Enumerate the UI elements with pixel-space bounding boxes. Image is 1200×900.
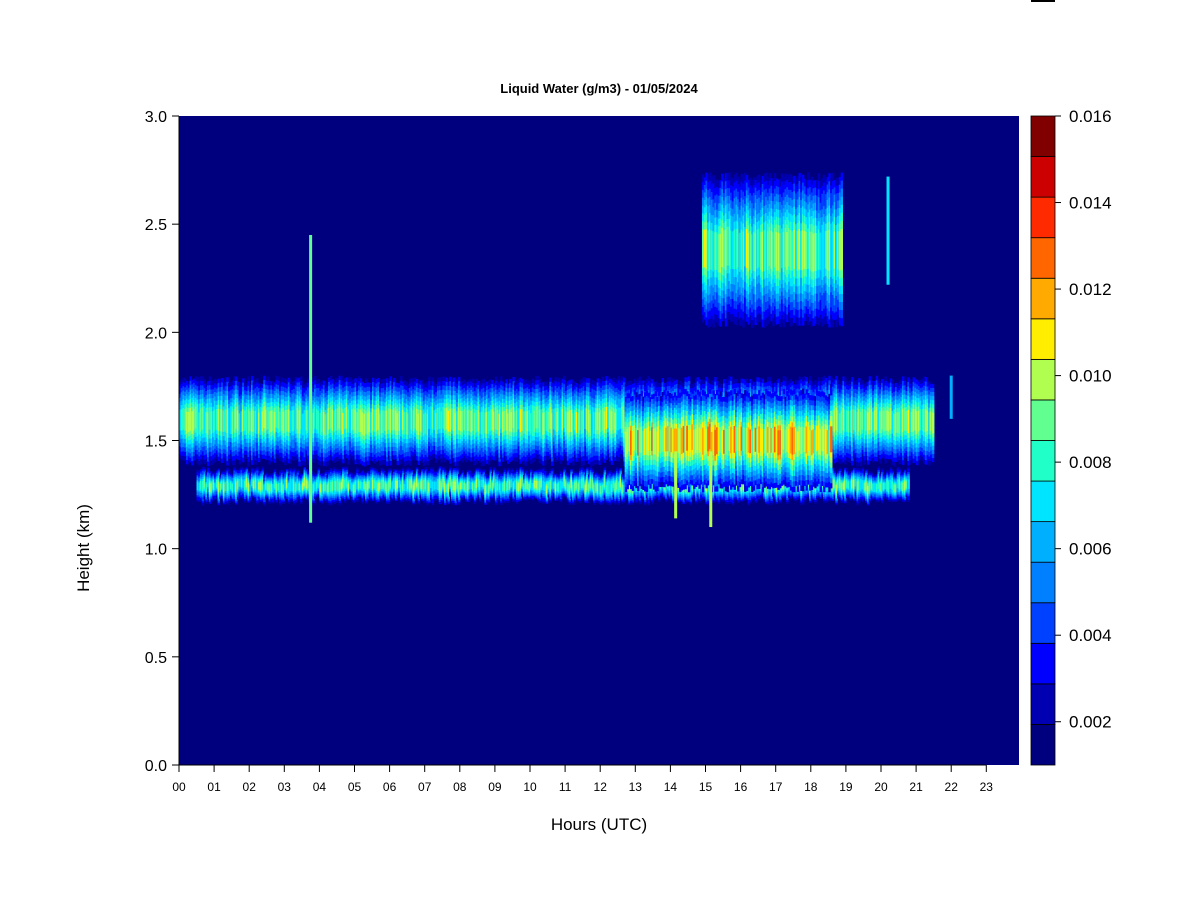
x-tick-label: 16 <box>734 780 748 794</box>
colorbar-tick-label: 0.002 <box>1069 713 1112 732</box>
y-tick-label: 3.0 <box>145 109 167 126</box>
plot-area <box>179 116 1019 765</box>
spike <box>949 375 953 419</box>
x-tick-label: 20 <box>874 780 888 794</box>
colorbar-tick-label: 0.012 <box>1069 280 1112 299</box>
colorbar-tick-label: 0.006 <box>1069 540 1112 559</box>
x-tick-label: 00 <box>172 780 186 794</box>
x-tick-label: 04 <box>313 780 327 794</box>
colorbar-band <box>1030 683 1056 725</box>
colorbar-band <box>1030 196 1056 239</box>
x-tick-label: 02 <box>243 780 257 794</box>
colorbar-band <box>1030 358 1056 401</box>
colorbar-band <box>1030 399 1056 441</box>
spike <box>886 176 890 285</box>
x-tick-label: 14 <box>664 780 678 794</box>
spike <box>709 451 713 528</box>
colorbar-band <box>1030 480 1056 523</box>
y-axis-label: Height (km) <box>74 504 93 592</box>
cloud-layer-4 <box>701 172 843 328</box>
colorbar-band <box>1030 602 1056 644</box>
x-tick-label: 08 <box>453 780 467 794</box>
x-tick-label: 12 <box>594 780 608 794</box>
x-tick-label: 23 <box>980 780 994 794</box>
axes: 0.0 0.5 1.0 1.5 2.0 2.5 3.0 00 01 02 03 04 05 06 07 08 0… <box>145 109 994 794</box>
y-tick-label: 2.5 <box>145 217 167 234</box>
x-tick-label: 15 <box>699 780 713 794</box>
colorbar-band <box>1030 642 1056 685</box>
spike <box>309 234 313 523</box>
colorbar-band <box>1030 318 1056 360</box>
spike <box>674 451 678 519</box>
x-tick-label: 13 <box>629 780 643 794</box>
x-tick-label: 01 <box>207 780 221 794</box>
x-tick-label: 10 <box>523 780 537 794</box>
colorbar-tick-label: 0.008 <box>1069 453 1112 472</box>
x-tick-label: 07 <box>418 780 432 794</box>
x-tick-label: 17 <box>769 780 783 794</box>
cloud-layer-1 <box>179 375 935 467</box>
colorbar-tick-label: 0.014 <box>1069 194 1112 213</box>
colorbar-band <box>1030 115 1056 157</box>
x-tick-label: 19 <box>839 780 853 794</box>
x-tick-label: 06 <box>383 780 397 794</box>
colorbar-band <box>1030 156 1056 198</box>
cloud-layer-3 <box>624 388 833 493</box>
x-tick-label: 05 <box>348 780 362 794</box>
colorbar-band <box>1030 440 1056 482</box>
x-tick-label: 21 <box>909 780 923 794</box>
y-tick-label: 0.5 <box>145 650 167 667</box>
colorbar-tick-label: 0.016 <box>1069 107 1112 126</box>
colorbar: 0.002 0.004 0.006 0.008 0.010 0.012 0.014 0.016 <box>1030 107 1112 766</box>
colorbar-tick-label: 0.004 <box>1069 626 1112 645</box>
corner-mark <box>1031 0 1055 2</box>
x-tick-label: 11 <box>559 780 572 794</box>
y-tick-label: 1.5 <box>145 434 167 451</box>
colorbar-band <box>1030 521 1056 563</box>
x-axis-label: Hours (UTC) <box>551 815 647 834</box>
colorbar-band <box>1030 724 1056 766</box>
colorbar-band <box>1030 561 1056 604</box>
heatmap-field <box>179 172 953 528</box>
colorbar-band <box>1030 277 1056 320</box>
x-tick-label: 22 <box>945 780 959 794</box>
chart-title: Liquid Water (g/m3) - 01/05/2024 <box>500 81 698 96</box>
y-tick-label: 1.0 <box>145 542 167 559</box>
colorbar-band <box>1030 237 1056 279</box>
y-tick-label: 0.0 <box>145 758 167 775</box>
x-tick-label: 03 <box>278 780 292 794</box>
isolated-spikes <box>309 176 953 528</box>
x-tick-label: 18 <box>804 780 818 794</box>
y-tick-label: 2.0 <box>145 325 167 342</box>
colorbar-tick-label: 0.010 <box>1069 367 1112 386</box>
x-tick-label: 09 <box>488 780 502 794</box>
